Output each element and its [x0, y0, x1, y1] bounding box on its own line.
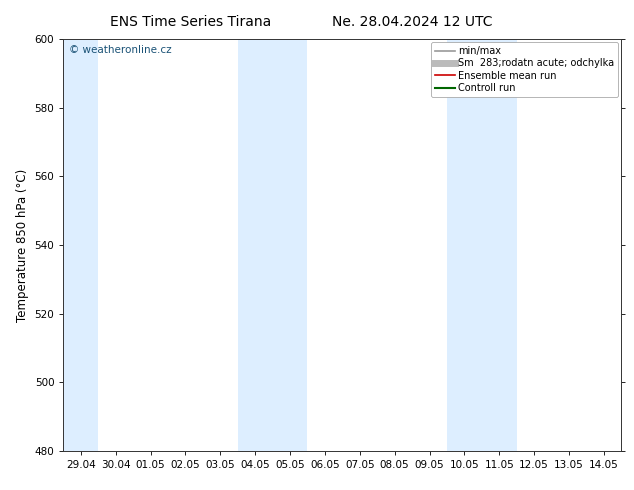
Text: ENS Time Series Tirana: ENS Time Series Tirana — [110, 15, 271, 29]
Text: Ne. 28.04.2024 12 UTC: Ne. 28.04.2024 12 UTC — [332, 15, 493, 29]
Bar — [63, 39, 98, 451]
Bar — [238, 39, 307, 451]
Y-axis label: Temperature 850 hPa (°C): Temperature 850 hPa (°C) — [16, 169, 29, 321]
Text: © weatheronline.cz: © weatheronline.cz — [69, 46, 172, 55]
Bar — [447, 39, 517, 451]
Legend: min/max, Sm  283;rodatn acute; odchylka, Ensemble mean run, Controll run: min/max, Sm 283;rodatn acute; odchylka, … — [431, 42, 618, 97]
